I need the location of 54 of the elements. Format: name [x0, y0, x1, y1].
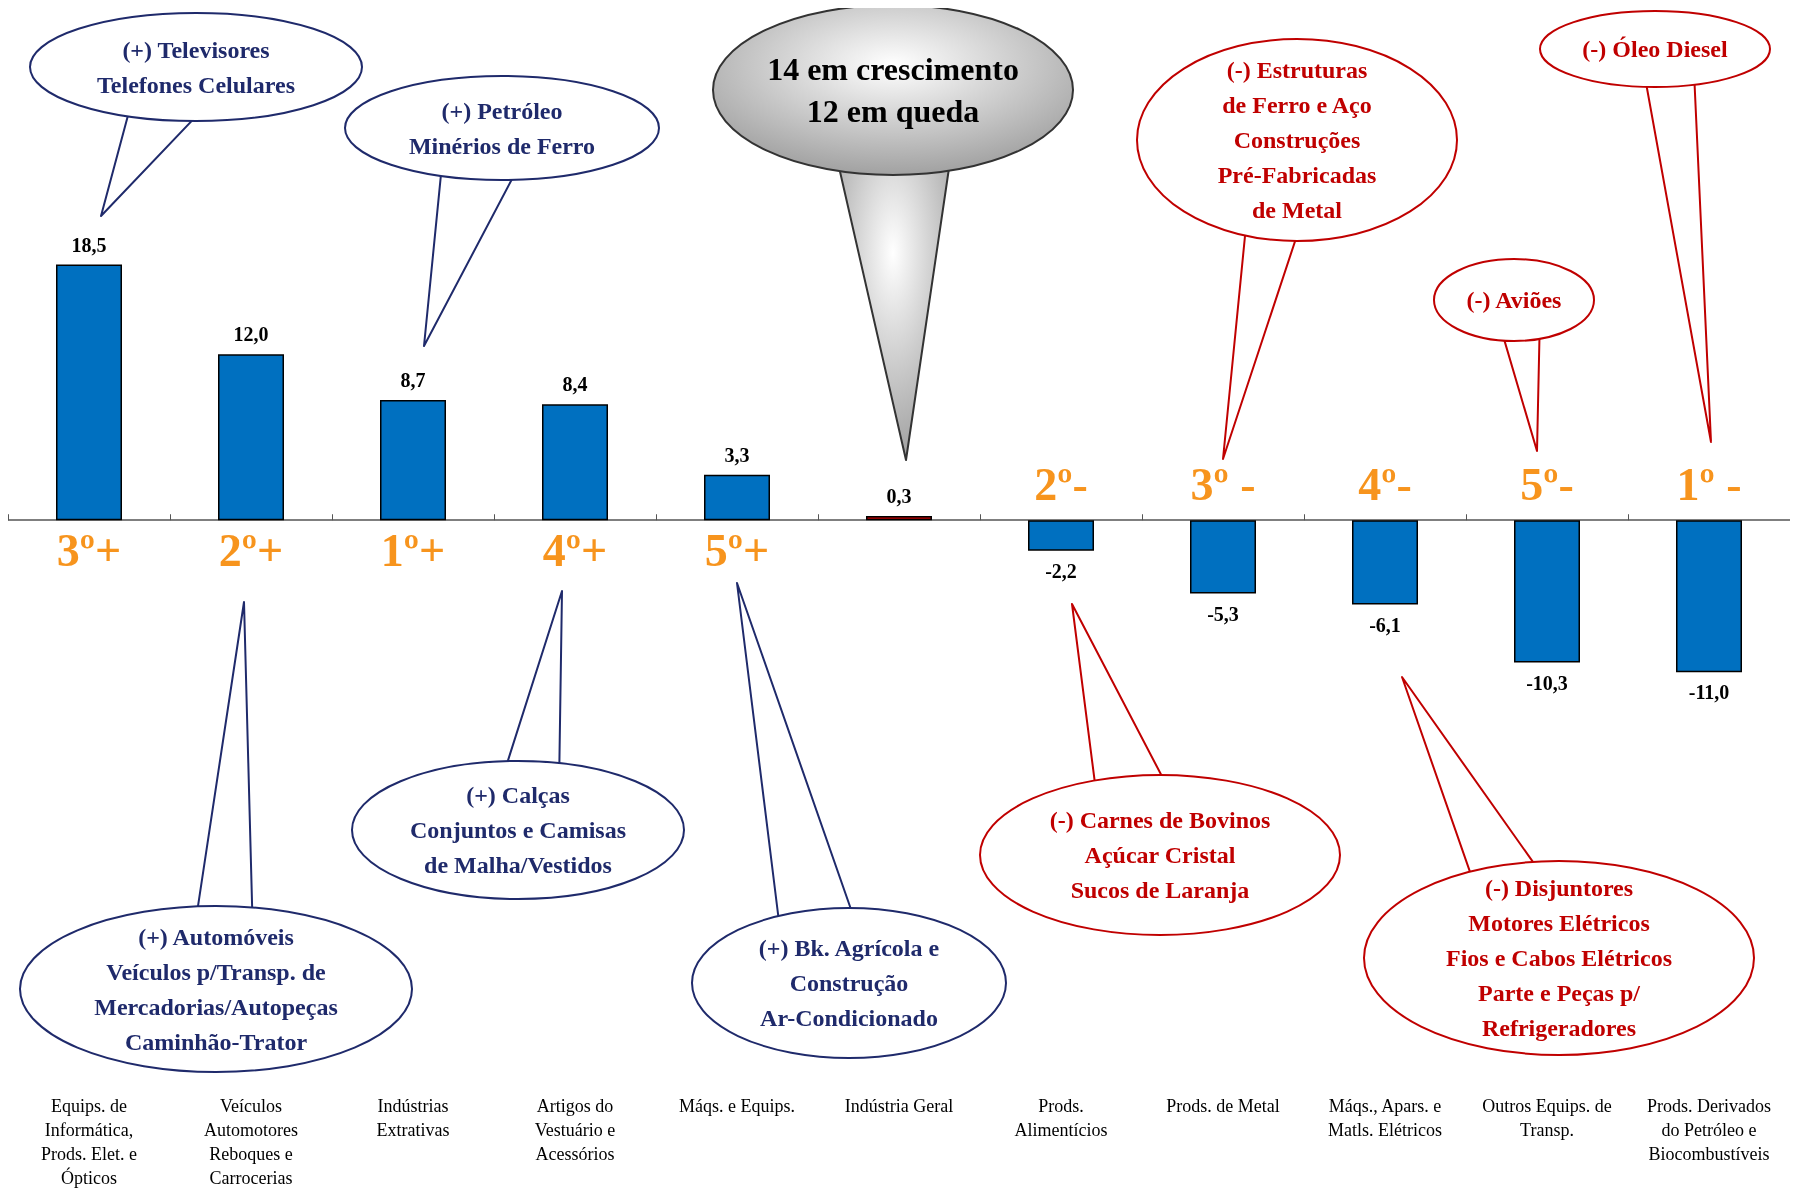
annotation: 2º- [1034, 458, 1088, 510]
bar [1514, 520, 1580, 663]
data-label: -5,3 [1207, 602, 1239, 625]
data-label: 12,0 [233, 323, 269, 346]
x-tick-label: Máqs. e Equips. [679, 1096, 795, 1116]
annotation: 3º - [1190, 458, 1256, 510]
text: (+) Televisores Telefones Celulares [97, 36, 295, 98]
annotation: 2º+ [218, 524, 284, 576]
bar [1352, 520, 1418, 605]
text: (+) Bk. Agrícola e Construção Ar-Condicionado [758, 935, 940, 1031]
x-tick-label: Máqs., Apars. e Matls. Elétricos [1328, 1096, 1442, 1140]
data-label: 0,3 [886, 485, 912, 508]
text: 14 em crescimento 12 em queda [767, 51, 1019, 129]
data-label: -11,0 [1688, 681, 1730, 704]
x-tick-label: Prods. Derivados do Petróleo e Biocombustíveis [1647, 1096, 1771, 1164]
text: (-) Carnes de Bovinos Açúcar Cristal Sucos de Laranja [1049, 807, 1271, 903]
bar [704, 474, 770, 521]
bar [380, 399, 446, 521]
x-tick-label: Equips. de Informática, Prods. Elet. e Ópticos [41, 1096, 137, 1188]
x-tick-label: Indústrias Extrativas [376, 1096, 450, 1140]
text: (+) Automóveis Veículos p/Transp. de Mercadorias/Autopeças Caminhão-Trator [94, 923, 338, 1055]
x-tick-label: Veículos Automotores Reboques e Carrocerias [204, 1096, 298, 1188]
x-tick-label: Artigos do Vestuário e Acessórios [534, 1096, 616, 1164]
annotation: 3º+ [56, 524, 122, 576]
text: (-) Estruturas de Ferro e Aço Construções Pré-Fabricadas de Metal [1217, 57, 1377, 223]
x-tick-label: Indústria Geral [844, 1096, 954, 1116]
bar [1028, 520, 1094, 551]
text: (-) Disjuntores Motores Elétricos Fios e Cabos Elétricos Parte e Peças p/ Refrigeradores [1446, 875, 1672, 1041]
annotation: (-) Aviões [1466, 287, 1562, 313]
data-label: 18,5 [71, 233, 107, 256]
text: (-) Óleo Diesel [1582, 36, 1728, 62]
x-tick-label: Prods. de Metal [1166, 1096, 1280, 1116]
bar [866, 516, 932, 521]
x-tick-label: Outros Equips. de Transp. [1482, 1096, 1612, 1140]
bar [1676, 520, 1742, 673]
text: (+) Calças Conjuntos e Camisas de Malha/Vestidos [409, 782, 627, 878]
data-label: 8,4 [562, 373, 588, 396]
bar [542, 404, 608, 521]
annotation: 1º+ [380, 524, 446, 576]
x-tick-label: Prods. Alimentícios [1014, 1096, 1108, 1140]
annotation: 1º - [1676, 458, 1742, 510]
bar [218, 354, 284, 521]
annotation: 4º+ [542, 524, 608, 576]
data-label: 8,7 [400, 368, 426, 391]
annotation: 5º- [1520, 458, 1574, 510]
text: (+) Petróleo Minérios de Ferro [408, 97, 596, 159]
data-label: -10,3 [1526, 671, 1568, 694]
bar [1190, 520, 1256, 594]
data-label: 3,3 [724, 443, 750, 466]
annotation: 5º+ [704, 524, 770, 576]
data-label: -2,2 [1045, 559, 1077, 582]
data-label: -6,1 [1369, 613, 1401, 636]
bar [56, 264, 122, 521]
annotation: 4º- [1358, 458, 1412, 510]
